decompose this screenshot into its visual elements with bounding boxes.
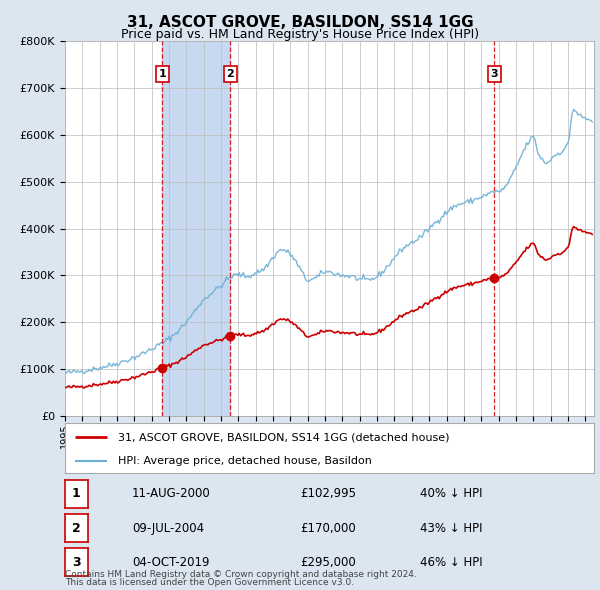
- Text: 40% ↓ HPI: 40% ↓ HPI: [420, 487, 482, 500]
- Bar: [163, 41, 230, 416]
- Text: 1: 1: [158, 69, 166, 79]
- Text: 2: 2: [226, 69, 234, 79]
- Text: Contains HM Land Registry data © Crown copyright and database right 2024.: Contains HM Land Registry data © Crown c…: [65, 570, 416, 579]
- Text: 09-JUL-2004: 09-JUL-2004: [132, 522, 204, 535]
- Text: 3: 3: [491, 69, 498, 79]
- Text: 31, ASCOT GROVE, BASILDON, SS14 1GG: 31, ASCOT GROVE, BASILDON, SS14 1GG: [127, 15, 473, 30]
- Text: 31, ASCOT GROVE, BASILDON, SS14 1GG (detached house): 31, ASCOT GROVE, BASILDON, SS14 1GG (det…: [118, 432, 449, 442]
- Text: 11-AUG-2000: 11-AUG-2000: [132, 487, 211, 500]
- Text: Price paid vs. HM Land Registry's House Price Index (HPI): Price paid vs. HM Land Registry's House …: [121, 28, 479, 41]
- Text: 2: 2: [72, 522, 80, 535]
- Text: HPI: Average price, detached house, Basildon: HPI: Average price, detached house, Basi…: [118, 455, 371, 466]
- Text: £102,995: £102,995: [300, 487, 356, 500]
- Text: 43% ↓ HPI: 43% ↓ HPI: [420, 522, 482, 535]
- Text: 1: 1: [72, 487, 80, 500]
- Text: This data is licensed under the Open Government Licence v3.0.: This data is licensed under the Open Gov…: [65, 578, 354, 587]
- Text: £170,000: £170,000: [300, 522, 356, 535]
- Text: £295,000: £295,000: [300, 556, 356, 569]
- Text: 04-OCT-2019: 04-OCT-2019: [132, 556, 209, 569]
- Text: 3: 3: [72, 556, 80, 569]
- Text: 46% ↓ HPI: 46% ↓ HPI: [420, 556, 482, 569]
